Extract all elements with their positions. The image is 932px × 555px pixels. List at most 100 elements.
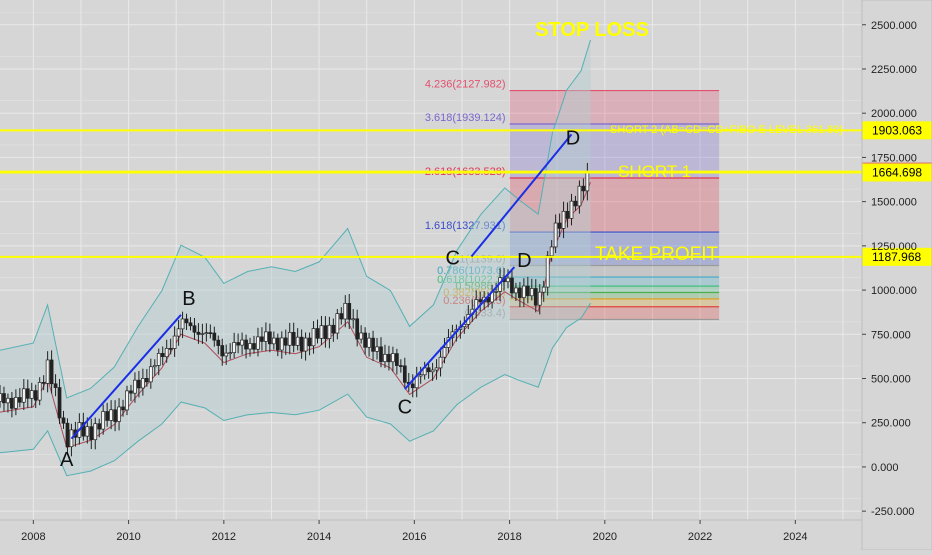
candle-body — [180, 318, 185, 330]
fib-zone — [509, 90, 720, 124]
candle-body — [244, 339, 248, 350]
price-tag — [862, 247, 932, 266]
grid — [0, 0, 862, 520]
band-lower — [0, 302, 591, 477]
price-tag-value: 1903.063 — [872, 123, 922, 137]
candle-body — [10, 397, 14, 409]
candle-body — [216, 339, 221, 346]
point-label-d: D — [517, 250, 531, 272]
candle-body — [295, 336, 300, 346]
band-fill — [0, 39, 591, 476]
candle-body — [525, 285, 530, 297]
candle-body — [117, 406, 121, 422]
candle-body — [29, 390, 34, 399]
y-tick-label: 2500.000 — [871, 20, 917, 32]
candle-body — [33, 390, 38, 401]
candle-body — [478, 299, 483, 302]
point-label-a: A — [60, 449, 74, 471]
point-label-c: C — [445, 247, 459, 269]
fib-zone — [509, 232, 720, 266]
candle-body — [283, 337, 288, 346]
candle-body — [17, 397, 22, 403]
candle-body — [391, 353, 395, 363]
candle-body — [133, 379, 137, 394]
candle-body — [113, 409, 117, 422]
y-tick-label: 250.000 — [871, 418, 911, 430]
fib-level-label: 0.382(950.1) — [443, 287, 505, 299]
candle-body — [129, 390, 133, 394]
candle-body — [442, 347, 447, 358]
candle-body — [557, 222, 562, 229]
candle-body — [61, 417, 66, 424]
candle-body — [125, 390, 129, 411]
candle-body — [565, 210, 570, 219]
candle-body — [335, 313, 340, 334]
fib-zone — [509, 292, 720, 299]
fib-zone — [509, 306, 720, 320]
candle-body — [291, 332, 296, 346]
candle-body — [200, 333, 205, 335]
x-tick-label: 2022 — [688, 531, 712, 543]
candle-body — [541, 286, 546, 293]
candle-body — [81, 422, 86, 437]
candle-body — [327, 324, 332, 339]
x-tick-label: 2014 — [307, 531, 331, 543]
candle-body — [434, 367, 439, 371]
fibonacci-extension[interactable]: 4.236(2127.982)3.618(1939.124)2.618(1633… — [425, 79, 720, 321]
band-basis — [0, 182, 591, 449]
candle-body — [494, 291, 498, 293]
candle-body — [299, 336, 304, 352]
candle-body — [2, 393, 6, 404]
fib-level-label: 4.236(2127.982) — [425, 79, 506, 91]
candle-body — [160, 353, 165, 358]
candle-body — [49, 359, 54, 385]
y-tick-label: 1500.000 — [871, 197, 917, 209]
band-upper — [0, 39, 591, 399]
fib-zone — [509, 298, 720, 307]
candle-body — [410, 383, 415, 389]
stop-loss-label: STOP LOSS — [535, 19, 649, 41]
x-tick-label: 2018 — [497, 531, 521, 543]
y-tick-label: 2250.000 — [871, 64, 917, 76]
price-tag — [862, 163, 932, 182]
candle-body — [37, 382, 42, 401]
candle-body — [438, 356, 443, 369]
candle-body — [224, 352, 229, 357]
candle-body — [383, 353, 387, 362]
candle-body — [395, 353, 399, 366]
candle-body — [228, 352, 233, 354]
candle-body — [363, 332, 367, 348]
candle-body — [271, 337, 276, 345]
candle-body — [144, 378, 149, 383]
y-tick-label: 2000.000 — [871, 108, 917, 120]
candle-body — [101, 411, 106, 430]
candle-body — [236, 342, 240, 346]
price-tag-value: 1664.698 — [872, 166, 922, 180]
trend-lines[interactable] — [70, 133, 573, 440]
candle-body — [522, 285, 526, 298]
candle-body — [105, 411, 110, 421]
candle-body — [240, 339, 244, 346]
short1-label: SHORT 1 — [618, 162, 691, 181]
fib-zone — [509, 265, 720, 278]
candle-body — [506, 277, 510, 283]
x-tick-label: 2024 — [783, 531, 807, 543]
candle-body — [188, 322, 193, 327]
candle-body — [152, 365, 157, 368]
point-label-b: B — [182, 288, 195, 310]
candle-body — [343, 303, 348, 320]
candle-body — [375, 346, 379, 352]
candle-body — [287, 332, 292, 346]
candle-body — [510, 277, 514, 294]
candle-body — [430, 369, 435, 373]
candle-body — [212, 332, 217, 341]
candle-body — [561, 210, 566, 229]
candle-body — [339, 313, 344, 320]
candle-body — [196, 331, 201, 335]
candle-body — [398, 365, 403, 367]
